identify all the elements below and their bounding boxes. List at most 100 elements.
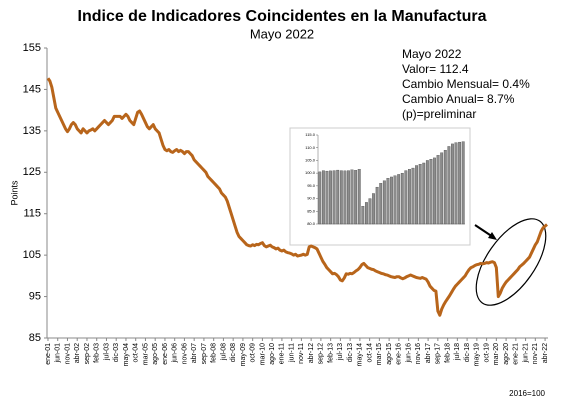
inset-bar bbox=[382, 180, 386, 225]
highlight-oval bbox=[475, 218, 547, 306]
inset-bar bbox=[386, 178, 390, 225]
x-tick-label: dic-18 bbox=[464, 343, 471, 362]
x-tick-label: mar-10 bbox=[259, 343, 266, 365]
x-tick-label: may-09 bbox=[240, 343, 247, 366]
inset-bar bbox=[425, 160, 429, 225]
x-tick-label: sep-07 bbox=[201, 343, 208, 365]
data-line bbox=[46, 77, 548, 317]
inset-bar bbox=[454, 142, 458, 225]
inset-bar bbox=[440, 152, 444, 225]
x-tick-label: dic-13 bbox=[347, 343, 354, 362]
inset-bar bbox=[379, 183, 383, 225]
inset-bar bbox=[364, 202, 368, 225]
y-tick-label: 105 bbox=[23, 249, 41, 261]
inset-bar bbox=[357, 169, 361, 225]
inset-bar bbox=[343, 170, 347, 225]
inset-bar bbox=[321, 170, 325, 225]
y-tick-label: 145 bbox=[23, 83, 41, 95]
x-tick-label: nov-01 bbox=[64, 343, 71, 365]
x-tick-label: nov-16 bbox=[415, 343, 422, 365]
base-note: 2016=100 bbox=[509, 389, 545, 398]
annotation: Cambio Mensual= 0.4% bbox=[402, 77, 530, 91]
x-tick-label: jul-13 bbox=[337, 343, 344, 361]
inset-bar bbox=[436, 155, 440, 225]
inset-bar bbox=[447, 146, 451, 225]
x-tick-label: dic-08 bbox=[230, 343, 237, 362]
x-tick-label: jul-03 bbox=[103, 343, 110, 361]
x-tick-label: oct-14 bbox=[366, 343, 373, 363]
inset-bar bbox=[400, 172, 404, 225]
inset-bar bbox=[339, 170, 343, 225]
inset-y-tick-label: 90.0 bbox=[307, 196, 316, 201]
y-tick-label: 85 bbox=[29, 332, 41, 344]
x-tick-label: abr-07 bbox=[191, 343, 198, 363]
y-axis-label: Points bbox=[9, 180, 19, 206]
inset-bar bbox=[443, 150, 447, 225]
x-tick-label: may-14 bbox=[357, 343, 364, 366]
inset-bar bbox=[433, 157, 436, 225]
x-tick-label: jun-21 bbox=[522, 343, 529, 364]
x-tick-label: ago-05 bbox=[152, 343, 159, 365]
x-tick-label: jun-16 bbox=[405, 343, 412, 364]
x-tick-label: mar-15 bbox=[376, 343, 383, 365]
inset-bar bbox=[397, 174, 401, 225]
y-tick-label: 155 bbox=[23, 42, 41, 54]
inset-bar bbox=[418, 164, 422, 225]
x-tick-label: jun-06 bbox=[172, 343, 179, 364]
inset-bar bbox=[422, 162, 426, 225]
x-tick-label: feb-18 bbox=[444, 343, 451, 363]
inset-y-tick-label: 100.0 bbox=[305, 170, 316, 175]
chart-subtitle: Mayo 2022 bbox=[250, 26, 314, 41]
inset-bar bbox=[458, 141, 462, 225]
inset-bar bbox=[361, 206, 365, 225]
inset-bar bbox=[347, 170, 350, 225]
y-tick-label: 125 bbox=[23, 166, 41, 178]
x-tick-label: feb-03 bbox=[94, 343, 101, 363]
annotation: Mayo 2022 bbox=[402, 47, 462, 61]
x-tick-label: nov-06 bbox=[181, 343, 188, 365]
inset-y-tick-label: 80.0 bbox=[307, 221, 316, 226]
inset-bar bbox=[368, 198, 372, 225]
inset-bar bbox=[451, 143, 454, 225]
x-tick-label: oct-19 bbox=[483, 343, 490, 363]
inset-bar bbox=[329, 170, 332, 225]
x-tick-label: abr-22 bbox=[542, 343, 549, 363]
x-tick-label: sep-12 bbox=[318, 343, 325, 365]
x-tick-label: ene-21 bbox=[513, 343, 520, 365]
x-tick-label: ago-10 bbox=[269, 343, 276, 365]
inset-bar bbox=[350, 169, 354, 225]
chart-title: Indice de Indicadores Coincidentes en la… bbox=[78, 8, 487, 25]
annotation: (p)=preliminar bbox=[402, 107, 476, 121]
x-tick-label: mar-20 bbox=[493, 343, 500, 365]
annotation: Valor= 112.4 bbox=[402, 62, 469, 76]
inset-bar bbox=[411, 167, 415, 225]
x-tick-label: ene-16 bbox=[396, 343, 403, 365]
y-tick-label: 115 bbox=[23, 208, 41, 220]
inset-y-tick-label: 110.0 bbox=[305, 145, 315, 150]
inset-bar bbox=[404, 170, 408, 225]
x-tick-label: ago-15 bbox=[386, 343, 393, 365]
y-tick-label: 135 bbox=[23, 125, 41, 137]
inset-y-tick-label: 105.0 bbox=[305, 157, 316, 162]
inset-bar bbox=[375, 186, 379, 225]
x-tick-label: feb-08 bbox=[211, 343, 218, 363]
x-tick-label: jun-11 bbox=[288, 343, 295, 363]
inset-bar bbox=[354, 170, 358, 225]
x-tick-label: jun-01 bbox=[55, 343, 62, 364]
inset-y-tick-label: 85.0 bbox=[307, 208, 316, 213]
x-tick-label: ago-20 bbox=[503, 343, 510, 365]
inset-y-tick-label: 95.0 bbox=[307, 183, 316, 188]
x-tick-label: abr-17 bbox=[425, 343, 432, 363]
x-tick-label: ene-01 bbox=[45, 343, 52, 365]
inset-bar bbox=[318, 171, 322, 225]
x-tick-label: sep-17 bbox=[435, 343, 442, 365]
x-tick-label: nov-21 bbox=[532, 343, 539, 365]
x-tick-label: may-19 bbox=[474, 343, 481, 366]
inset-bar bbox=[429, 159, 433, 225]
x-tick-label: oct-04 bbox=[133, 343, 140, 363]
x-tick-label: abr-12 bbox=[308, 343, 315, 363]
inset-bar bbox=[325, 170, 329, 225]
inset-bar bbox=[408, 169, 411, 225]
x-tick-label: jul-18 bbox=[454, 343, 461, 361]
